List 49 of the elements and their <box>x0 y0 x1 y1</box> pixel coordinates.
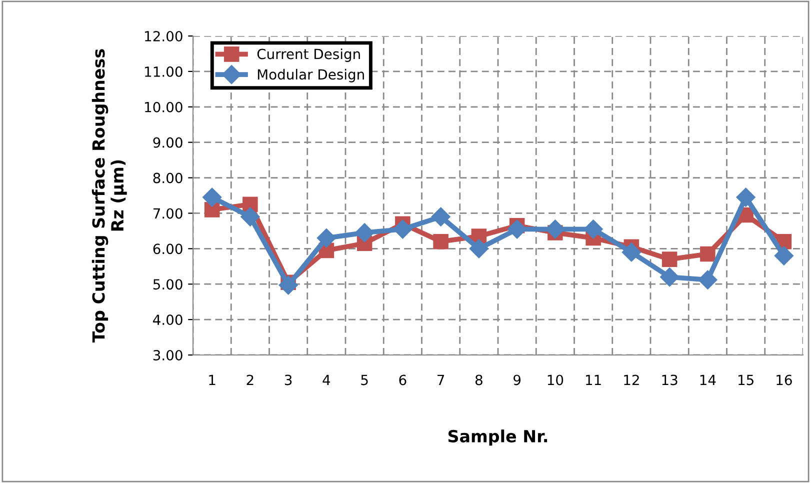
x-tick-label: 15 <box>738 374 754 386</box>
y-tick-label: 9.00 <box>153 137 182 148</box>
x-tick-label: 7 <box>438 374 444 385</box>
y-tick-label: 12.00 <box>145 30 182 42</box>
x-tick-label: 6 <box>399 374 406 386</box>
x-tick-label: 14 <box>700 374 716 385</box>
x-tick-label: 1 <box>209 374 216 385</box>
y-tick-label: 3.00 <box>153 350 182 360</box>
point <box>240 207 260 226</box>
point <box>202 188 222 207</box>
y-tick-label: 8.00 <box>153 172 182 184</box>
x-tick-label: 11 <box>586 374 601 385</box>
point <box>508 220 527 239</box>
y-tick-label: 5.00 <box>153 279 182 290</box>
y-tick-label: 4.00 <box>153 314 182 326</box>
y-tick-label: 7.00 <box>153 208 182 219</box>
point <box>698 270 718 290</box>
point <box>316 228 336 248</box>
x-tick-label: 13 <box>662 374 678 386</box>
y-tick-label: 11.00 <box>145 66 182 77</box>
x-tick-label: 2 <box>246 374 254 385</box>
x-tick-label: 3 <box>284 374 292 386</box>
y-tick-label: 6.00 <box>153 244 182 254</box>
x-tick-label: 9 <box>514 374 521 386</box>
point <box>622 242 641 262</box>
point <box>546 220 565 239</box>
point <box>278 276 298 295</box>
point <box>736 188 756 207</box>
y-tick-label: 10.00 <box>145 102 182 112</box>
x-tick-label: 16 <box>776 374 792 386</box>
x-tick-label: 10 <box>548 374 564 386</box>
point <box>774 246 794 266</box>
x-tick-label: 12 <box>624 374 639 385</box>
point <box>700 246 716 262</box>
legend-label: Modular Design <box>258 68 364 82</box>
point <box>660 267 680 287</box>
x-tick-label: 4 <box>322 374 330 385</box>
x-axis-title: Sample Nr. <box>448 430 548 446</box>
y-axis-title: Top Cutting Surface Roughness Rz (µm) <box>92 49 127 343</box>
x-tick-label: 5 <box>361 374 368 386</box>
point <box>433 234 448 250</box>
point <box>584 220 603 239</box>
point <box>355 223 374 242</box>
point <box>469 239 488 258</box>
x-tick-label: 8 <box>475 374 482 386</box>
point <box>662 252 678 267</box>
point <box>431 207 450 226</box>
point <box>393 220 412 239</box>
legend-label: Current Design <box>257 48 360 62</box>
